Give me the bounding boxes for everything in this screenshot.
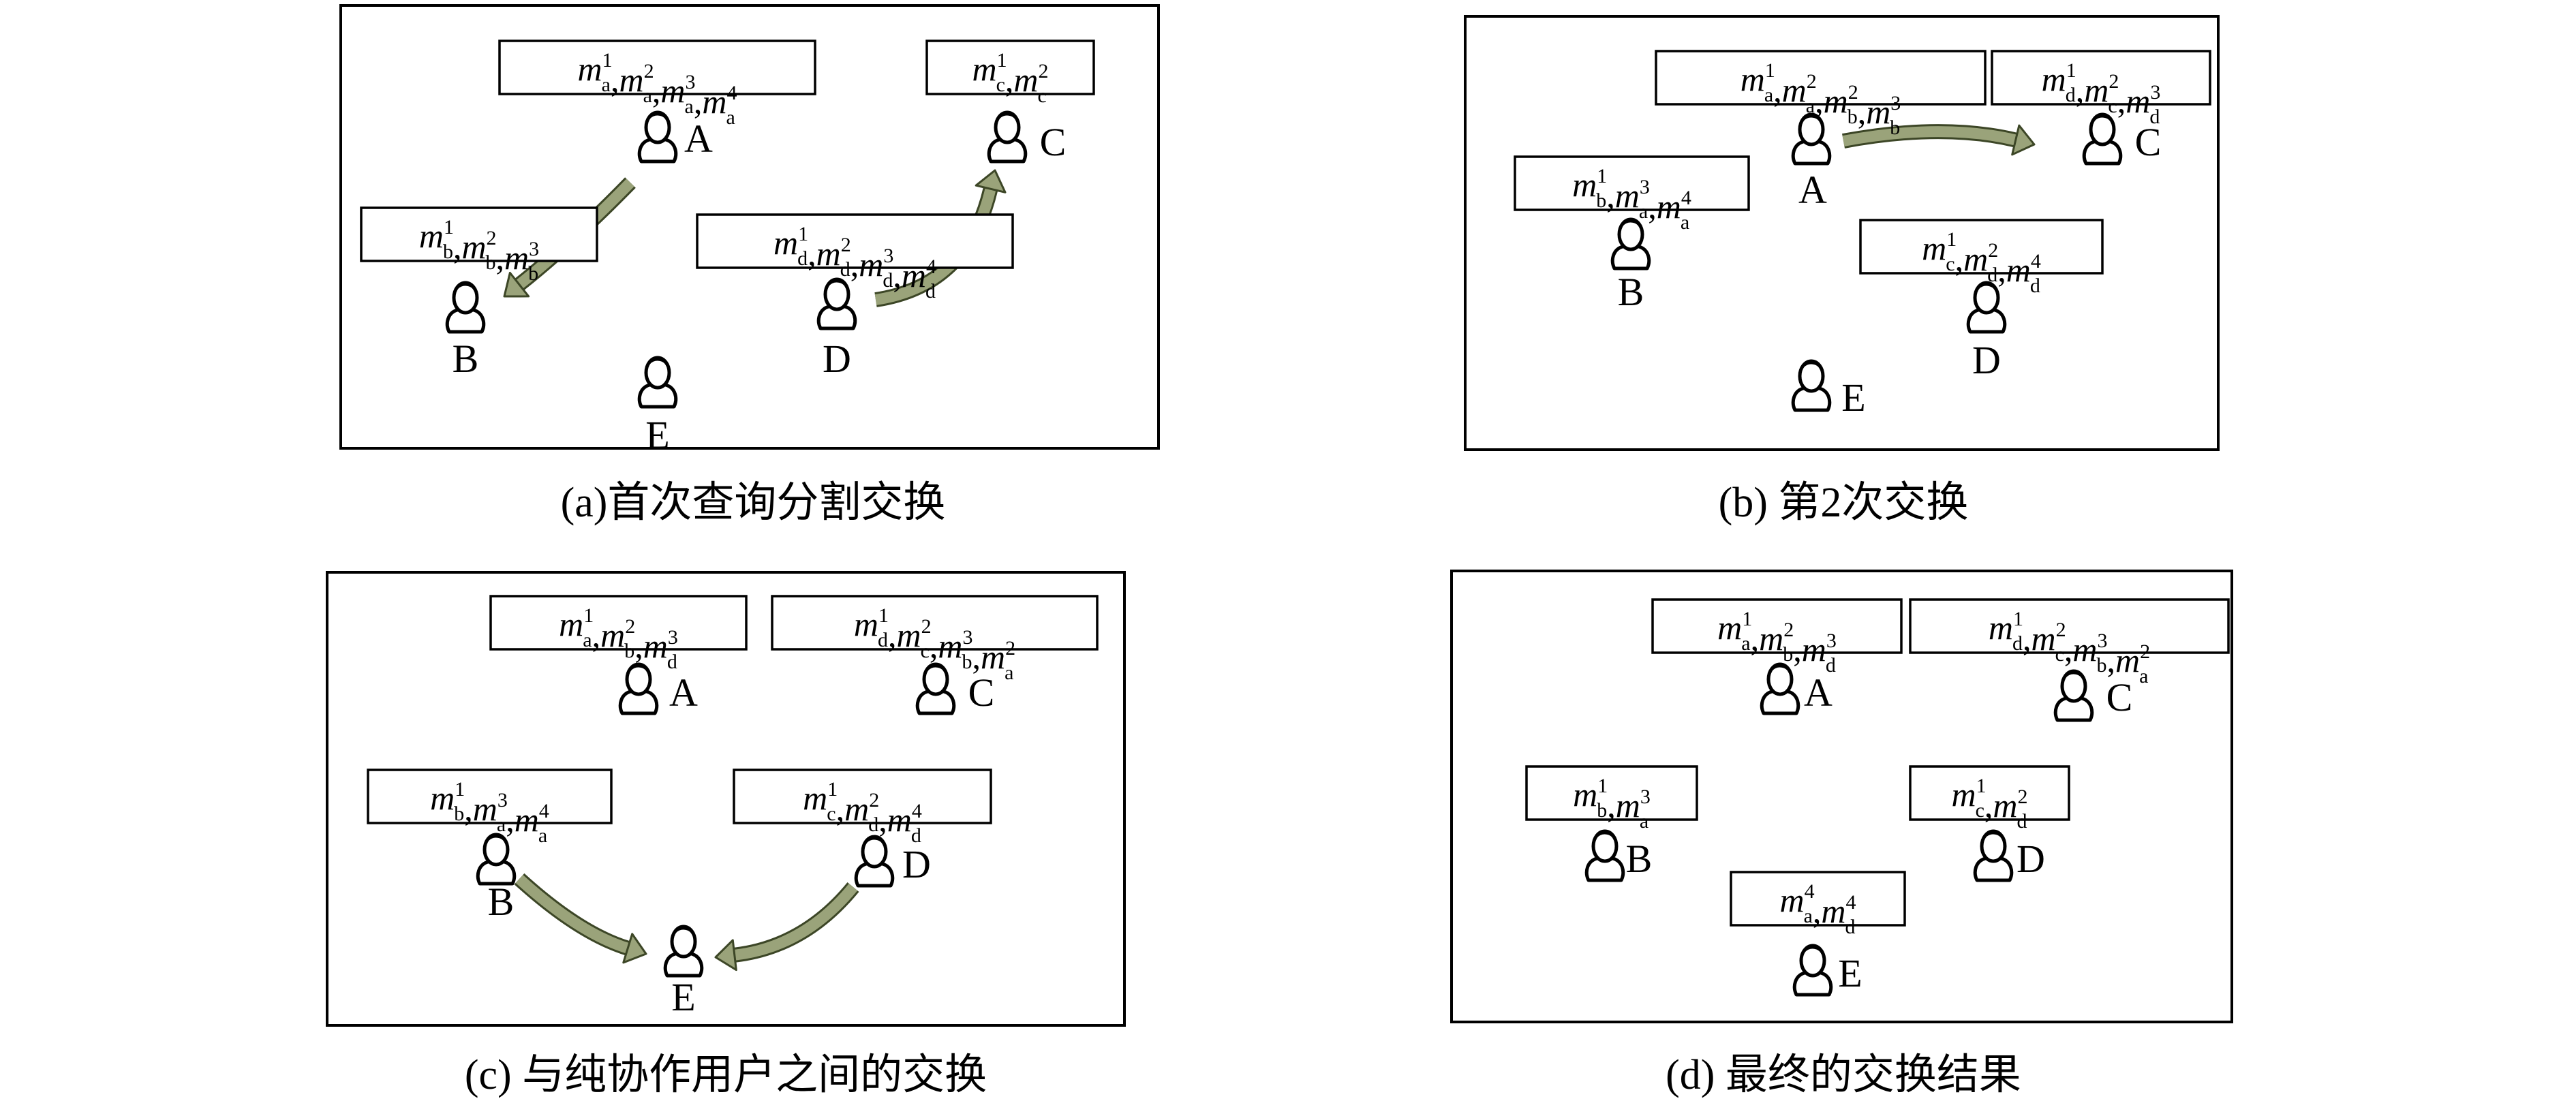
message-list: m1 d,m2 c,m3 d bbox=[2042, 59, 2161, 128]
message-list: m1 a,m2 b,m3 d bbox=[559, 604, 678, 673]
user-icon-b bbox=[1610, 217, 1651, 270]
user-label-c: C bbox=[2135, 120, 2162, 164]
user-icon-c bbox=[987, 110, 1028, 164]
user-label-b: B bbox=[1626, 837, 1653, 881]
message-box-d: m1 c,m2 d,m4 d bbox=[1859, 219, 2104, 297]
panel-frame bbox=[1450, 570, 2233, 1023]
message-list: m1 a,m2 b,m3 d bbox=[1717, 608, 1837, 677]
message-list: m1 c,m2 d,m4 d bbox=[1922, 228, 2041, 297]
user-icon-a bbox=[1791, 112, 1832, 166]
user-icon-b bbox=[445, 281, 486, 334]
message-list: m1 c,m2 c bbox=[972, 49, 1048, 107]
user-label-e: E bbox=[645, 413, 669, 457]
user-icon-a bbox=[618, 662, 659, 715]
user-label-c: C bbox=[968, 670, 995, 715]
user-label-d: D bbox=[902, 842, 931, 886]
user-label-e: E bbox=[1841, 375, 1865, 420]
message-box-a: m1 a,m2 b,m3 d bbox=[489, 595, 748, 673]
user-icon-a bbox=[637, 110, 678, 164]
caption-b: (b) 第2次交换 bbox=[1718, 480, 1969, 526]
user-icon-d bbox=[1973, 829, 2014, 882]
message-list: m1 d,m2 c,m3 b,m2 a bbox=[1989, 608, 2150, 687]
user-icon-e bbox=[1791, 359, 1832, 412]
message-list: m1 b,m2 b,m3 b bbox=[419, 216, 539, 285]
user-label-c: C bbox=[1040, 120, 1067, 164]
user-label-e: E bbox=[1838, 951, 1862, 995]
caption-a: (a)首次查询分割交换 bbox=[560, 480, 946, 526]
message-list: m1 b,m3 a bbox=[1573, 775, 1651, 833]
message-list: m1 d,m2 d,m3 d,m4 d bbox=[773, 223, 936, 303]
message-box-b: m1 b,m3 a bbox=[1525, 765, 1698, 833]
user-label-d: D bbox=[1972, 338, 2001, 382]
message-box-c: m1 d,m2 c,m3 d bbox=[1991, 50, 2211, 128]
message-box-b: m1 b,m3 a,m4 a bbox=[1514, 155, 1750, 234]
user-icon-c bbox=[915, 662, 956, 715]
user-label-b: B bbox=[488, 880, 515, 924]
message-box-a: m1 a,m2 a,m2 b,m3 b bbox=[1655, 50, 1987, 139]
user-icon-d bbox=[816, 277, 857, 330]
user-icon-e bbox=[1792, 944, 1833, 997]
message-box-b: m1 b,m3 a,m4 a bbox=[367, 769, 613, 847]
user-label-e: E bbox=[671, 975, 695, 1019]
caption-d: (d) 最终的交换结果 bbox=[1666, 1052, 2021, 1098]
message-box-c: m1 d,m2 c,m3 b,m2 a bbox=[771, 595, 1099, 684]
user-icon-e bbox=[637, 356, 678, 409]
user-label-d: D bbox=[823, 337, 851, 381]
panel-frame bbox=[339, 4, 1160, 450]
message-box-d: m1 c,m2 d bbox=[1909, 765, 2070, 833]
user-icon-b bbox=[1584, 829, 1625, 882]
message-box-a: m1 a,m2 b,m3 d bbox=[1651, 598, 1903, 677]
message-box-b: m1 b,m2 b,m3 b bbox=[360, 206, 598, 285]
message-box-d: m1 c,m2 d,m4 d bbox=[733, 769, 992, 847]
panel-b: m1 a,m2 a,m2 b,m3 b Am1 b,m3 a,m4 a Bm1 d,m2 c,m3 dC… bbox=[1464, 15, 2220, 451]
message-list: m1 c,m2 d bbox=[1951, 775, 2027, 833]
exchange-arrow-a-to-c bbox=[1841, 124, 2036, 156]
caption-c: (c) 与纯协作用户之间的交换 bbox=[464, 1052, 987, 1098]
message-list: m4 a,m4 d bbox=[1779, 880, 1856, 938]
user-label-a: A bbox=[1804, 670, 1833, 715]
user-icon-e bbox=[663, 925, 704, 978]
user-label-a: A bbox=[1798, 168, 1827, 212]
user-icon-b bbox=[476, 833, 517, 886]
message-list: m1 b,m3 a,m4 a bbox=[430, 778, 549, 847]
message-list: m1 d,m2 c,m3 b,m2 a bbox=[854, 604, 1015, 684]
user-label-a: A bbox=[669, 670, 698, 715]
user-icon-d bbox=[1966, 281, 2007, 334]
user-label-d: D bbox=[2017, 837, 2045, 881]
user-icon-a bbox=[1760, 662, 1800, 715]
message-list: m1 a,m2 a,m2 b,m3 b bbox=[1741, 59, 1901, 139]
exchange-arrow-d-to-e bbox=[714, 882, 859, 972]
message-box-e: m4 a,m4 d bbox=[1730, 871, 1906, 938]
user-label-a: A bbox=[684, 117, 713, 161]
panel-frame bbox=[1464, 15, 2220, 451]
message-list: m1 b,m3 a,m4 a bbox=[1572, 165, 1691, 234]
panel-frame bbox=[326, 571, 1126, 1027]
user-icon-d bbox=[854, 835, 895, 888]
user-icon-c bbox=[2082, 112, 2123, 166]
message-list: m1 a,m2 a,m3 a,m4 a bbox=[578, 49, 737, 129]
user-label-c: C bbox=[2106, 675, 2133, 719]
message-box-c: m1 d,m2 c,m3 b,m2 a bbox=[1909, 598, 2230, 687]
message-box-d: m1 d,m2 d,m3 d,m4 d bbox=[696, 213, 1014, 303]
exchange-arrow-b-to-e bbox=[514, 873, 647, 964]
user-label-b: B bbox=[1618, 270, 1644, 314]
user-icon-c bbox=[2053, 669, 2094, 722]
message-box-a: m1 a,m2 a,m3 a,m4 a bbox=[498, 40, 816, 129]
message-box-c: m1 c,m2 c bbox=[925, 40, 1095, 107]
user-label-b: B bbox=[453, 337, 479, 381]
message-list: m1 c,m2 d,m4 d bbox=[803, 778, 922, 847]
